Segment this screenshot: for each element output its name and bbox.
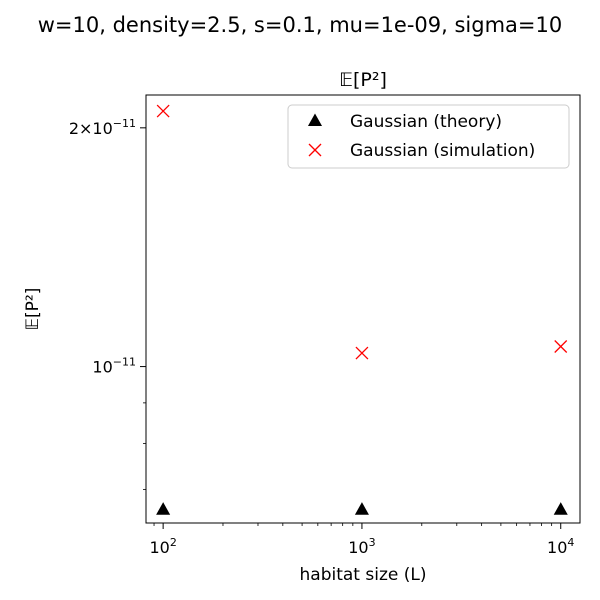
tick-label-base: 10 [149, 538, 169, 557]
legend: Gaussian (theory) Gaussian (simulation) [287, 104, 570, 169]
tick-label-exponent: −11 [113, 117, 136, 130]
data-marks [156, 104, 568, 515]
tick-label-base: 10 [92, 119, 112, 138]
legend-frame [287, 104, 570, 169]
legend-label: Gaussian (theory) [350, 112, 502, 132]
chart-suptitle: w=10, density=2.5, s=0.1, mu=1e-09, sigm… [38, 13, 563, 37]
tick-label-mantissa: 2× [69, 119, 93, 138]
tick-label-exponent: 3 [369, 536, 376, 549]
legend-marker-theory [307, 113, 323, 127]
theory-point [354, 502, 369, 515]
y-tick-label: 10−11 [92, 356, 136, 377]
x-tick-label: 102 [149, 536, 176, 557]
x-tick-label: 103 [348, 536, 375, 557]
tick-label-base: 10 [547, 538, 567, 557]
legend-marker-simulation [308, 143, 322, 157]
tick-label-exponent: 4 [567, 536, 574, 549]
x-axis-label: habitat size (L) [300, 565, 427, 585]
legend-label: Gaussian (simulation) [350, 141, 535, 161]
tick-label-base: 10 [92, 358, 112, 377]
y-axis-label: 𝔼[P²] [23, 288, 43, 331]
chart-title: 𝔼[P²] [339, 69, 387, 91]
x-tick-label: 104 [547, 536, 574, 557]
simulation-point [554, 340, 568, 353]
tick-label-exponent: −11 [113, 356, 136, 369]
y-tick-label: 2×10−11 [69, 117, 136, 138]
tick-label-exponent: 2 [170, 536, 177, 549]
simulation-point [156, 104, 170, 118]
theory-point [553, 502, 568, 515]
plot-frame [145, 94, 581, 524]
theory-point [156, 502, 171, 515]
tick-label-base: 10 [348, 538, 368, 557]
simulation-point [355, 346, 369, 360]
